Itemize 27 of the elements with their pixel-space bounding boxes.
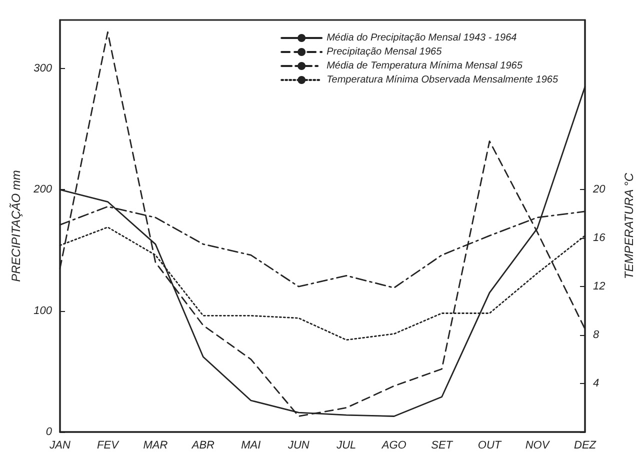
y2-tick-label: 20 xyxy=(592,184,606,196)
x-tick-label: FEV xyxy=(97,440,120,452)
x-tick-label: DEZ xyxy=(574,440,598,452)
x-tick-label: JAN xyxy=(48,440,70,452)
y-tick-label: 200 xyxy=(32,184,53,196)
legend-label: Precipitação Mensal 1965 xyxy=(326,46,442,58)
x-tick-label: MAR xyxy=(143,440,168,452)
y2-tick-label: 8 xyxy=(593,329,600,342)
x-tick-label: JUL xyxy=(336,440,356,452)
x-tick-label: JUN xyxy=(286,440,310,452)
legend-label: Média do Precipitação Mensal 1943 - 1964 xyxy=(326,32,518,44)
y2-tick-label: 16 xyxy=(593,232,606,244)
x-tick-label: SET xyxy=(431,440,454,452)
legend-label: Temperatura Mínima Observada Mensalmente 1965 xyxy=(326,74,558,86)
x-tick-label: ABR xyxy=(190,440,215,452)
x-tick-label: OUT xyxy=(478,440,502,452)
y2-tick-label: 4 xyxy=(593,378,600,390)
x-tick-label: MAI xyxy=(241,440,261,452)
y-tick-label: 100 xyxy=(34,304,53,317)
x-tick-label: AGO xyxy=(380,440,407,452)
y-axis-title: PRECIPITAÇÃO mm xyxy=(9,170,23,282)
y2-axis-title: TEMPERATURA °C xyxy=(622,172,636,280)
y2-tick-label: 12 xyxy=(593,280,606,293)
y-tick-label: 300 xyxy=(34,62,53,74)
x-tick-label: NOV xyxy=(525,440,551,452)
legend-label: Média de Temperatura Mínima Mensal 1965 xyxy=(326,60,523,72)
y-tick-label: 0 xyxy=(46,426,53,438)
